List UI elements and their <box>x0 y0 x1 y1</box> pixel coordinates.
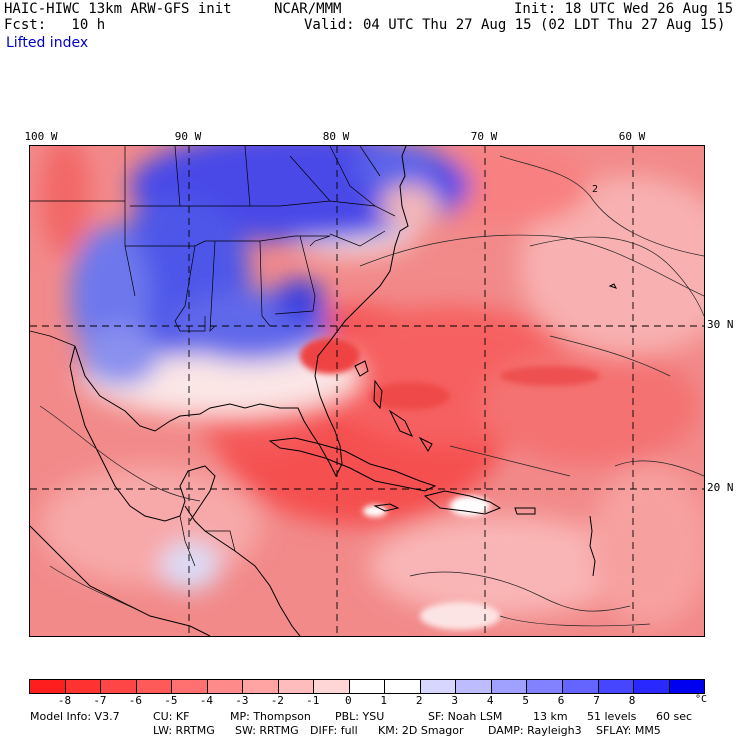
footer-sflay: SFLAY: MM5 <box>596 724 661 737</box>
lat-lon-grid <box>30 146 704 636</box>
colorbar-swatch <box>384 680 420 693</box>
contours <box>39 155 704 627</box>
colorbar-tick-label: 5 <box>522 694 529 707</box>
colorbar-tick-label: 2 <box>415 694 423 707</box>
lon-label-70w: 70 W <box>470 130 498 143</box>
colorbar-swatch <box>242 680 278 693</box>
colorbar-swatch <box>277 680 314 693</box>
colorbar-tick-label: 1 <box>380 694 388 707</box>
lifted-index-map: 2 <box>29 145 705 637</box>
political-borders <box>30 146 396 567</box>
contour-label: 2 <box>592 184 599 195</box>
footer-damp: DAMP: Rayleigh3 <box>488 724 582 737</box>
colorbar-swatch <box>633 680 669 693</box>
footer-km: KM: 2D Smagor <box>378 724 464 737</box>
footer-sw: SW: RRTMG <box>235 724 299 737</box>
colorbar-swatch <box>526 680 562 693</box>
colorbar-tick-label: 8 <box>628 694 636 707</box>
colorbar-swatch <box>455 680 491 693</box>
colorbar-tick-label: -5 <box>164 694 178 707</box>
lon-label-90w: 90 W <box>174 130 202 143</box>
colorbar-tick-label: 3 <box>451 694 458 707</box>
colorbar-swatch <box>597 680 634 693</box>
colorbar-swatch <box>30 680 65 693</box>
colorbar-tick-label: -7 <box>93 694 107 707</box>
org-label: NCAR/MMM <box>274 1 342 17</box>
footer-mp: MP: Thompson <box>230 710 311 723</box>
colorbar-unit: °C <box>695 694 708 705</box>
colorbar-tick-label: -2 <box>270 694 284 707</box>
footer-diff: DIFF: full <box>310 724 358 737</box>
colorbar-tick-label: -8 <box>57 694 72 707</box>
colorbar-tick-label: -6 <box>128 694 143 707</box>
colorbar-swatch <box>171 680 207 693</box>
colorbar <box>29 679 705 694</box>
forecast-hour: Fcst: 10 h <box>4 17 106 33</box>
colorbar-tick-label: 0 <box>344 694 352 707</box>
footer-pbl: PBL: YSU <box>335 710 385 723</box>
colorbar-swatch <box>348 680 385 693</box>
lon-label-60w: 60 W <box>618 130 646 143</box>
colorbar-swatch <box>561 680 598 693</box>
colorbar-tick-label: -4 <box>199 694 213 707</box>
lat-label-20n: 20 N <box>707 481 734 494</box>
colorbar-swatch <box>135 680 172 693</box>
colorbar-tick-label: -3 <box>235 694 249 707</box>
footer-levels: 51 levels <box>587 710 637 723</box>
footer-sf: SF: Noah LSM <box>428 710 503 723</box>
footer-lw: LW: RRTMG <box>153 724 215 737</box>
lat-label-30n: 30 N <box>707 318 734 331</box>
field-name: Lifted index <box>6 35 89 51</box>
colorbar-swatch <box>64 680 101 693</box>
field-speckle <box>300 338 600 630</box>
colorbar-tick-label: 7 <box>593 694 600 707</box>
model-title: HAIC-HIWC 13km ARW-GFS init <box>4 1 232 17</box>
colorbar-swatch <box>100 680 136 693</box>
footer-timestep: 60 sec <box>656 710 693 723</box>
footer-resolution: 13 km <box>533 710 568 723</box>
colorbar-swatch <box>206 680 243 693</box>
map-svg <box>30 146 704 636</box>
colorbar-tick-label: 4 <box>486 694 494 707</box>
valid-time: Valid: 04 UTC Thu 27 Aug 15 (02 LDT Thu … <box>304 17 726 33</box>
colorbar-swatch <box>313 680 349 693</box>
colorbar-swatch <box>419 680 456 693</box>
init-time: Init: 18 UTC Wed 26 Aug 15 <box>514 1 734 17</box>
footer-cu: CU: KF <box>153 710 190 723</box>
colorbar-swatch <box>490 680 527 693</box>
field-shading <box>40 146 704 626</box>
colorbar-tick-label: -1 <box>306 694 320 707</box>
footer-model-info: Model Info: V3.7 <box>30 710 120 723</box>
lon-label-100w: 100 W <box>24 130 58 143</box>
coastlines <box>30 146 617 636</box>
colorbar-swatch <box>668 680 705 693</box>
colorbar-tick-label: 6 <box>557 694 565 707</box>
lon-label-80w: 80 W <box>322 130 350 143</box>
